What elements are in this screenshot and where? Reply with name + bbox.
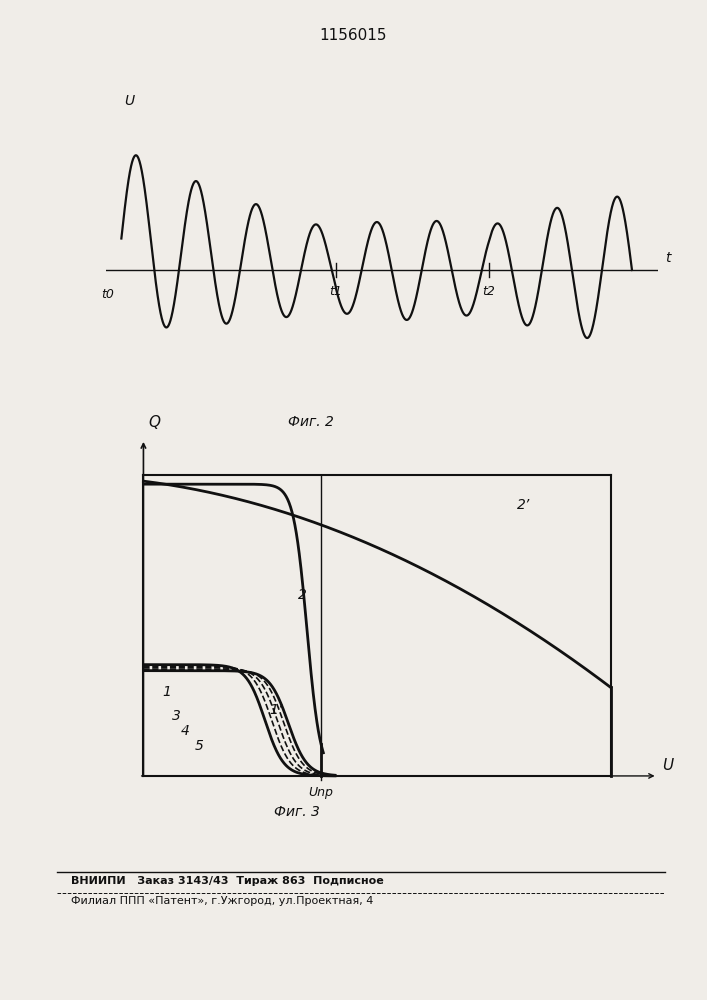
Text: 2’: 2’ [518,498,530,512]
Text: t0: t0 [101,288,114,301]
Text: t: t [665,251,671,265]
Text: U: U [662,758,673,773]
Text: Филиал ППП «Патент», г.Ужгород, ул.Проектная, 4: Филиал ППП «Патент», г.Ужгород, ул.Проек… [71,896,373,906]
Text: Фиг. 3: Фиг. 3 [274,805,320,819]
Text: t2: t2 [483,285,496,298]
Text: Unp: Unp [308,786,334,799]
Text: Q: Q [148,415,160,430]
Text: 2: 2 [298,588,307,602]
Text: 3: 3 [172,709,180,723]
Text: Фиг. 2: Фиг. 2 [288,415,334,429]
Text: ВНИИПИ   Заказ 3143/43  Тираж 863  Подписное: ВНИИПИ Заказ 3143/43 Тираж 863 Подписное [71,876,383,886]
Text: 1: 1 [163,685,171,699]
Text: 1’: 1’ [269,703,283,717]
Text: t1: t1 [329,285,342,298]
Text: U: U [124,94,134,108]
Text: 5: 5 [195,739,204,753]
Text: 1156015: 1156015 [320,28,387,43]
Text: 4: 4 [181,724,190,738]
